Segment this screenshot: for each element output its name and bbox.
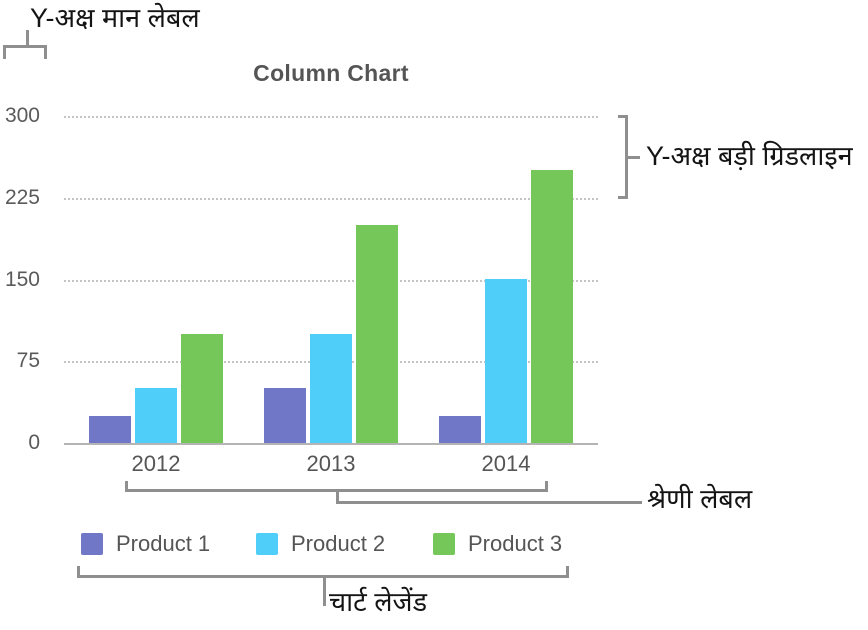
bracket-chart-legend-drop [323,577,326,606]
legend-label-product-3: Product 3 [468,531,563,556]
bar-product-2-2012 [135,388,177,443]
plot-area [64,116,598,445]
y-gridline-300 [64,116,598,118]
category-label-2014: 2014 [481,451,531,476]
bracket-y-major-gridline-tick [627,156,640,159]
legend-swatch-product-2 [256,533,278,555]
bar-product-2-2014 [485,279,527,443]
category-label-2012: 2012 [131,451,181,476]
bar-product-1-2014 [439,416,481,443]
bracket-y-major-gridline [618,115,628,199]
bracket-y-value-label [3,45,47,59]
annotation-category-label: श्रेणी लेबल [647,484,753,514]
bracket-category-connector [336,501,642,504]
y-tick-label-225: 225 [4,186,40,209]
legend-item-product-1: Product 1 [81,531,210,557]
bar-product-2-2013 [310,334,352,443]
bracket-y-value-stem [26,30,29,46]
bar-product-1-2012 [89,416,131,443]
y-gridline-225 [64,198,598,200]
annotation-y-axis-major-gridline: Y-अक्ष बड़ी ग्रिडलाइन [646,141,853,171]
y-tick-label-150: 150 [4,268,40,291]
annotation-chart-legend: चार्ट लेजेंड [329,587,428,617]
bar-product-3-2014 [531,170,573,443]
bracket-chart-legend [77,566,569,578]
bracket-category-labels [125,481,548,492]
category-label-2013: 2013 [306,451,356,476]
legend-item-product-2: Product 2 [256,531,385,557]
bracket-category-drop [336,491,339,504]
y-gridline-150 [64,280,598,282]
bar-product-3-2013 [356,225,398,443]
legend-label-product-1: Product 1 [116,531,211,556]
y-tick-label-300: 300 [4,104,40,127]
bar-product-1-2013 [264,388,306,443]
legend-swatch-product-3 [433,533,455,555]
bar-product-3-2012 [181,334,223,443]
annotation-y-axis-value-label: Y-अक्ष मान लेबल [30,3,200,33]
y-tick-label-75: 75 [16,349,40,372]
chart-title: Column Chart [253,60,409,86]
y-tick-label-0: 0 [28,431,40,454]
legend-swatch-product-1 [81,533,103,555]
legend-item-product-3: Product 3 [433,531,562,557]
legend-label-product-2: Product 2 [291,531,386,556]
